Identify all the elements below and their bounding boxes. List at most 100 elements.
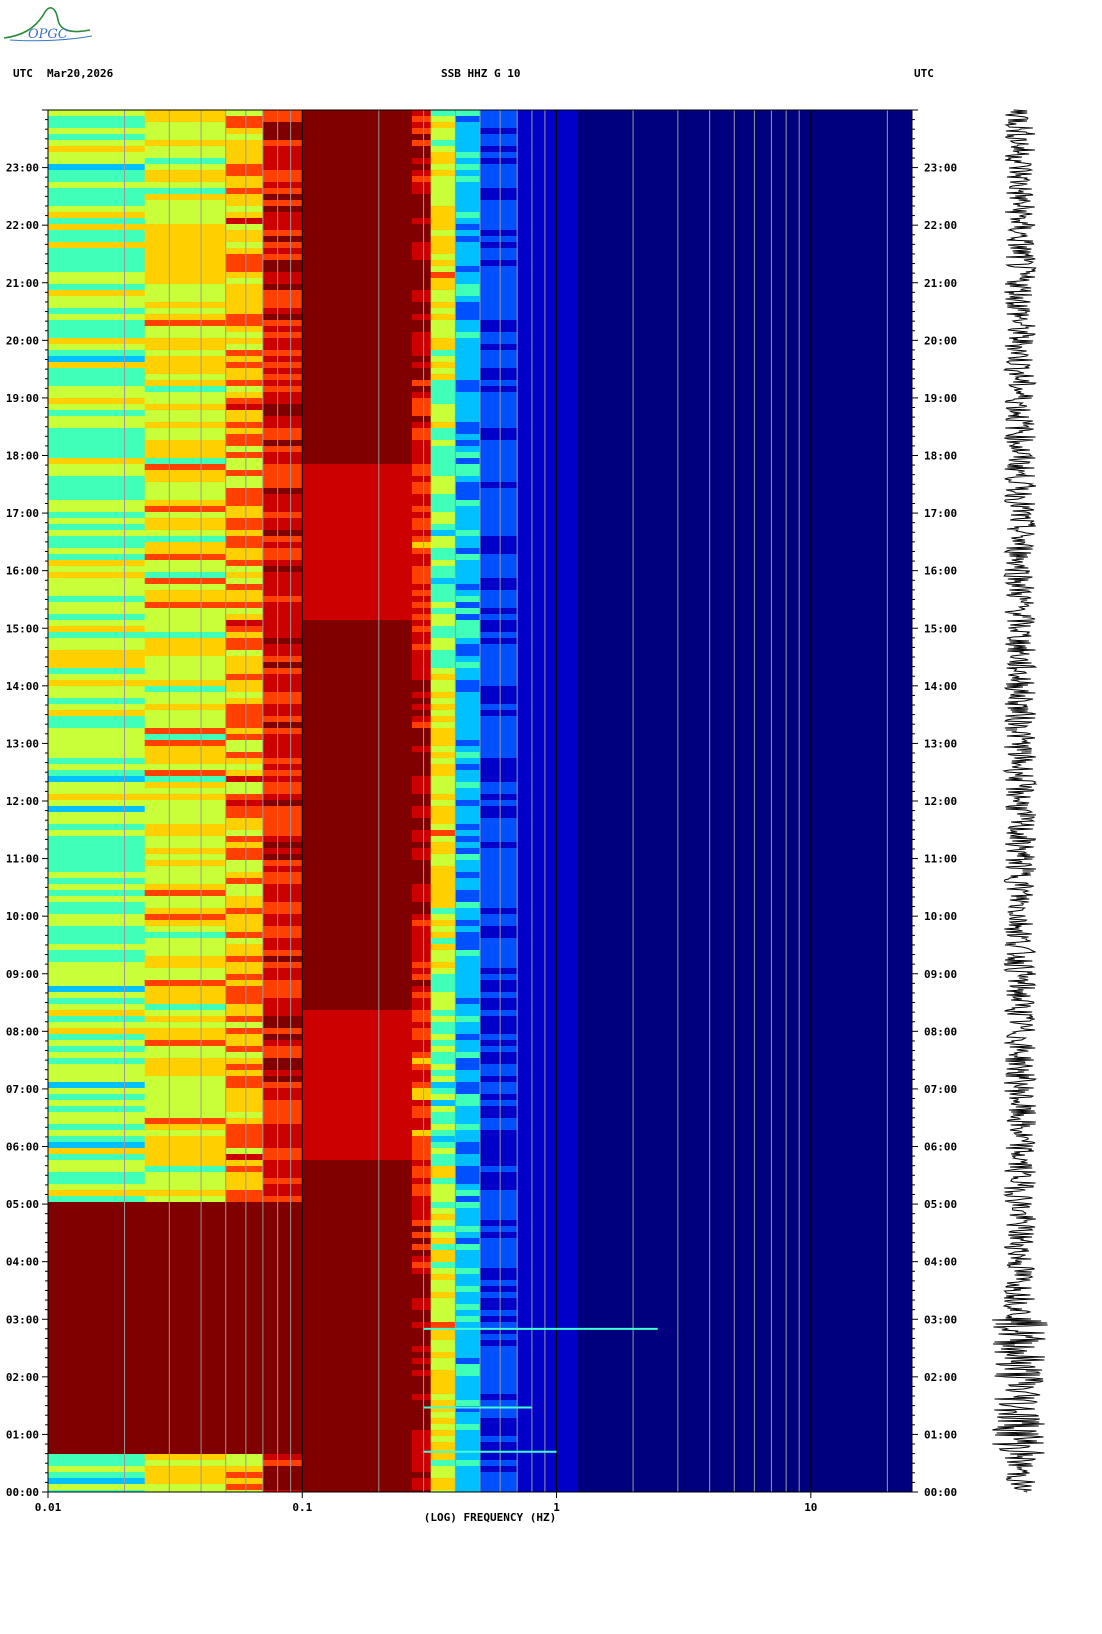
spectrogram-cell xyxy=(262,1364,303,1370)
spectrogram-cell xyxy=(48,1430,146,1436)
spectrogram-cell xyxy=(262,1412,303,1418)
spectrogram-cell xyxy=(225,476,264,482)
spectrogram-cell xyxy=(302,398,413,404)
spectrogram-cell xyxy=(225,1010,264,1016)
spectrogram-cell xyxy=(48,848,146,854)
spectrogram-cell xyxy=(225,380,264,386)
spectrogram-cell xyxy=(225,1328,264,1334)
spectrogram-cell xyxy=(144,1478,227,1484)
spectrogram-cell xyxy=(430,578,456,584)
spectrogram-cell xyxy=(302,1058,413,1064)
spectrogram-cell xyxy=(48,440,146,446)
spectrogram-cell xyxy=(144,986,227,992)
spectrogram-cell xyxy=(517,830,578,836)
spectrogram-cell xyxy=(225,260,264,266)
spectrogram-cell xyxy=(144,458,227,464)
spectrogram-cell xyxy=(430,986,456,992)
spectrogram-cell xyxy=(455,1100,481,1106)
spectrogram-cell xyxy=(430,1058,456,1064)
spectrogram-cell xyxy=(480,932,518,938)
spectrogram-cell xyxy=(144,302,227,308)
spectrogram-cell xyxy=(302,320,413,326)
spectrogram-cell xyxy=(225,1166,264,1172)
spectrogram-cell xyxy=(455,278,481,284)
spectrogram-cell xyxy=(262,272,303,278)
spectrogram-cell xyxy=(455,1346,481,1352)
spectrogram-cell xyxy=(302,1046,413,1052)
spectrogram-cell xyxy=(48,1172,146,1178)
spectrogram-cell xyxy=(480,782,518,788)
spectrogram-cell xyxy=(480,806,518,812)
spectrogram-cell xyxy=(225,314,264,320)
spectrogram-cell xyxy=(412,884,432,890)
spectrogram-cell xyxy=(302,1340,413,1346)
spectrogram-cell xyxy=(262,1316,303,1322)
spectrogram-cell xyxy=(430,446,456,452)
spectrogram-cell xyxy=(430,308,456,314)
spectrogram-cell xyxy=(144,1406,227,1412)
spectrogram-cell xyxy=(302,518,413,524)
spectrogram-cell xyxy=(262,134,303,140)
spectrogram-cell xyxy=(412,1082,432,1088)
spectrogram-cell xyxy=(412,122,432,128)
spectrogram-cell xyxy=(302,956,413,962)
spectrogram-cell xyxy=(455,596,481,602)
spectrogram-cell xyxy=(225,1154,264,1160)
spectrogram-cell xyxy=(430,1460,456,1466)
spectrogram-cell xyxy=(262,152,303,158)
spectrogram-cell xyxy=(48,386,146,392)
spectrogram-cell xyxy=(412,1412,432,1418)
spectrogram-cell xyxy=(302,566,413,572)
spectrogram-cell xyxy=(144,1142,227,1148)
spectrogram-cell xyxy=(225,386,264,392)
spectrogram-cell xyxy=(225,110,264,116)
spectrogram-cell xyxy=(430,638,456,644)
spectrogram-cell xyxy=(517,638,578,644)
spectrogram-cell xyxy=(225,1022,264,1028)
spectrogram-cell xyxy=(302,296,413,302)
spectrogram-cell xyxy=(302,980,413,986)
spectrogram-cell xyxy=(302,362,413,368)
spectrogram-cell xyxy=(262,1226,303,1232)
spectrogram-cell xyxy=(225,542,264,548)
spectrogram-cell xyxy=(302,842,413,848)
spectrogram-cell xyxy=(517,290,578,296)
spectrogram-cell xyxy=(225,356,264,362)
spectrogram-cell xyxy=(225,932,264,938)
spectrogram-cell xyxy=(455,110,481,116)
spectrogram-cell xyxy=(517,1232,578,1238)
spectrogram-cell xyxy=(455,272,481,278)
spectrogram-cell xyxy=(262,530,303,536)
spectrogram-cell xyxy=(430,1370,456,1376)
spectrogram-cell xyxy=(480,1472,518,1478)
spectrogram-cell xyxy=(517,356,578,362)
spectrogram-cell xyxy=(225,1466,264,1472)
spectrogram-cell xyxy=(455,1364,481,1370)
spectrogram-cell xyxy=(144,560,227,566)
spectrogram-cell xyxy=(430,116,456,122)
spectrogram-cell xyxy=(480,260,518,266)
spectrogram-cell xyxy=(262,254,303,260)
spectrogram-cell xyxy=(225,740,264,746)
spectrogram-cell xyxy=(48,1478,146,1484)
spectrogram-cell xyxy=(48,1088,146,1094)
spectrogram-cell xyxy=(480,980,518,986)
spectrogram-cell xyxy=(144,1346,227,1352)
spectrogram-cell xyxy=(412,1166,432,1172)
spectrogram-cell xyxy=(430,1334,456,1340)
spectrogram-cell xyxy=(144,578,227,584)
spectrogram-cell xyxy=(225,218,264,224)
spectrogram-cell xyxy=(517,920,578,926)
spectrogram-cell xyxy=(455,932,481,938)
spectrogram-cell xyxy=(430,710,456,716)
spectrogram-cell xyxy=(430,1064,456,1070)
spectrogram-cell xyxy=(455,1388,481,1394)
spectrogram-cell xyxy=(517,914,578,920)
spectrogram-cell xyxy=(517,1388,578,1394)
spectrogram-cell xyxy=(144,1394,227,1400)
spectrogram-cell xyxy=(262,590,303,596)
spectrogram-cell xyxy=(517,404,578,410)
spectrogram-cell xyxy=(225,572,264,578)
spectrogram-cell xyxy=(262,794,303,800)
spectrogram-cell xyxy=(262,296,303,302)
